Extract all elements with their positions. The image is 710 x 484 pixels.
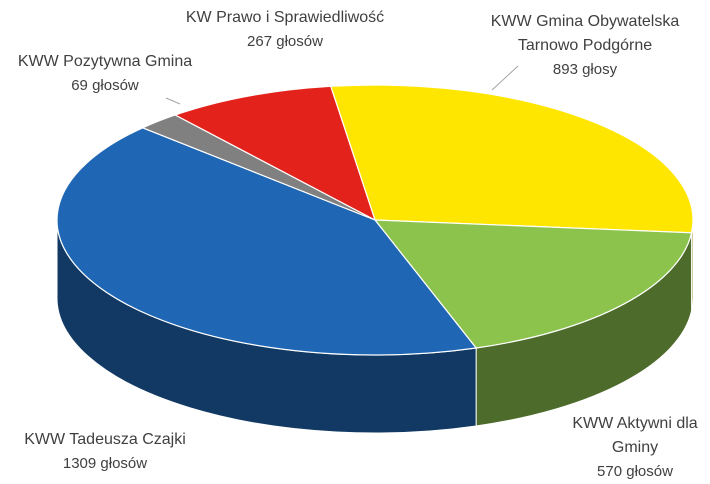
slice-label: KWW Pozytywna Gmina 69 głosów [0, 50, 210, 98]
value-label: 69 głosów [71, 77, 139, 94]
slice-label: KWW Aktywni dla Gminy 570 głosów [560, 412, 710, 484]
slice-label: KW Prawo i Sprawiedliwość 267 głosów [160, 6, 410, 54]
slice [373, 219, 693, 349]
slice [173, 85, 377, 222]
leader-line [165, 97, 181, 105]
value-label: 1309 głosów [62, 455, 148, 472]
pie-tops [56, 84, 694, 356]
leader-line [491, 65, 519, 91]
category-name: KWW Aktywni dla Gminy [572, 415, 698, 456]
category-name: KWW Tadeusza Czajki [24, 431, 186, 448]
slice-label: KWW Gmina Obywatelska Tarnowo Podgórne 89… [470, 10, 700, 82]
slice-label: KWW Tadeusza Czajki 1309 głosów [0, 428, 210, 476]
category-name: KWW Pozytywna Gmina [17, 53, 193, 70]
slice [329, 84, 694, 234]
value-label: 570 głosów [597, 463, 673, 480]
category-name: KWW Gmina Obywatelska Tarnowo Podgórne [490, 13, 680, 54]
value-label: 267 głosów [247, 33, 323, 50]
slice [56, 127, 478, 356]
category-name: KW Prawo i Sprawiedliwość [185, 9, 385, 26]
value-label: 893 głosy [552, 61, 618, 78]
